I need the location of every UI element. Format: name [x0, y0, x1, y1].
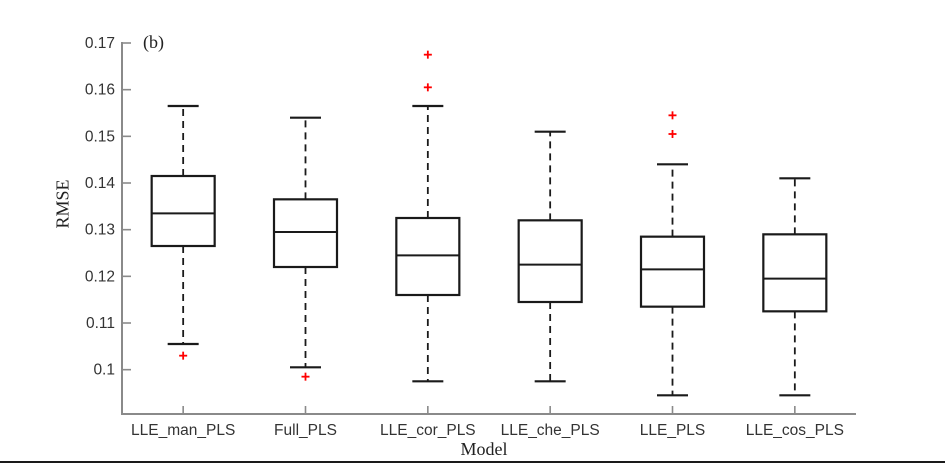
box-LLE_PLS — [639, 235, 706, 308]
page-divider-rule — [0, 461, 945, 463]
box-LLE_cos_PLS — [762, 233, 828, 313]
x-tick-label-Full_PLS: Full_PLS — [274, 422, 337, 439]
box-LLE_che_PLS — [517, 219, 583, 304]
x-tick-label-LLE_che_PLS: LLE_che_PLS — [501, 422, 600, 439]
y-tick-label: 0.16 — [85, 82, 115, 99]
box-Full_PLS — [272, 198, 339, 269]
x-tick-label-LLE_PLS: LLE_PLS — [640, 422, 706, 439]
box-LLE_man_PLS — [150, 174, 216, 248]
x-tick-label-LLE_cos_PLS: LLE_cos_PLS — [746, 422, 844, 439]
x-tick-label-LLE_man_PLS: LLE_man_PLS — [131, 422, 235, 439]
box-LLE_cor_PLS — [395, 216, 461, 297]
y-tick-label: 0.13 — [85, 222, 115, 239]
x-tick-label-LLE_cor_PLS: LLE_cor_PLS — [380, 422, 476, 439]
y-tick-label: 0.1 — [93, 362, 115, 379]
y-axis-label: RMSE — [52, 179, 73, 229]
x-axis-label: Model — [460, 439, 508, 459]
y-tick-label: 0.11 — [86, 315, 115, 332]
y-tick-label: 0.15 — [85, 128, 115, 145]
y-tick-label: 0.17 — [85, 35, 115, 52]
y-tick-label: 0.14 — [85, 175, 116, 192]
panel-label: (b) — [143, 32, 164, 52]
y-tick-label: 0.12 — [85, 268, 115, 285]
